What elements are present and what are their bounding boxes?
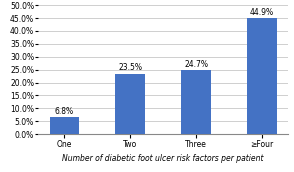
Bar bbox=[247, 18, 277, 134]
Text: 6.8%: 6.8% bbox=[55, 107, 74, 116]
Bar bbox=[181, 71, 211, 134]
Text: 24.7%: 24.7% bbox=[184, 60, 208, 69]
Bar bbox=[116, 74, 145, 134]
X-axis label: Number of diabetic foot ulcer risk factors per patient: Number of diabetic foot ulcer risk facto… bbox=[62, 154, 264, 163]
Bar bbox=[50, 117, 79, 134]
Text: 23.5%: 23.5% bbox=[118, 63, 142, 73]
Text: 44.9%: 44.9% bbox=[250, 8, 274, 17]
